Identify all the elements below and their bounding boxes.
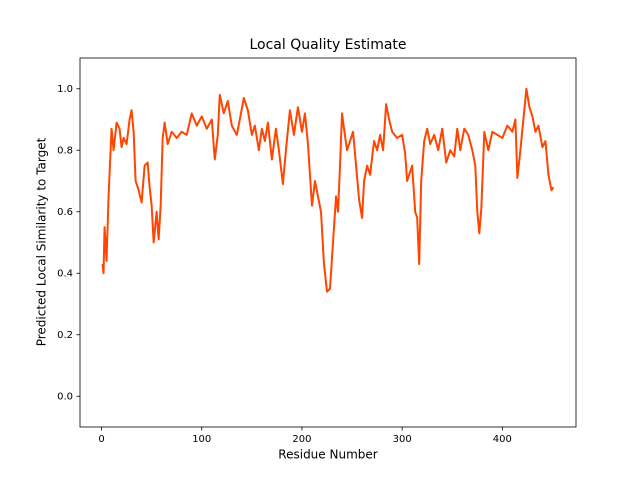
- y-tick-label: 1.0: [57, 84, 73, 95]
- y-tick-label: 0.2: [57, 330, 73, 341]
- y-axis-label: Predicted Local Similarity to Target: [35, 137, 49, 346]
- y-tick-label: 0.6: [57, 207, 73, 218]
- y-tick-label: 0.8: [57, 145, 73, 156]
- x-axis-label: Residue Number: [278, 448, 377, 462]
- x-tick-label: 300: [393, 434, 412, 445]
- x-tick-label: 100: [192, 434, 211, 445]
- chart-title: Local Quality Estimate: [249, 37, 406, 53]
- y-tick-label: 0.4: [57, 268, 73, 279]
- x-tick-label: 200: [292, 434, 311, 445]
- x-tick-label: 400: [493, 434, 512, 445]
- y-tick-label: 0.0: [57, 391, 73, 402]
- series-line: [101, 87, 555, 293]
- x-tick-label: 0: [98, 434, 104, 445]
- plot-frame: [79, 57, 577, 428]
